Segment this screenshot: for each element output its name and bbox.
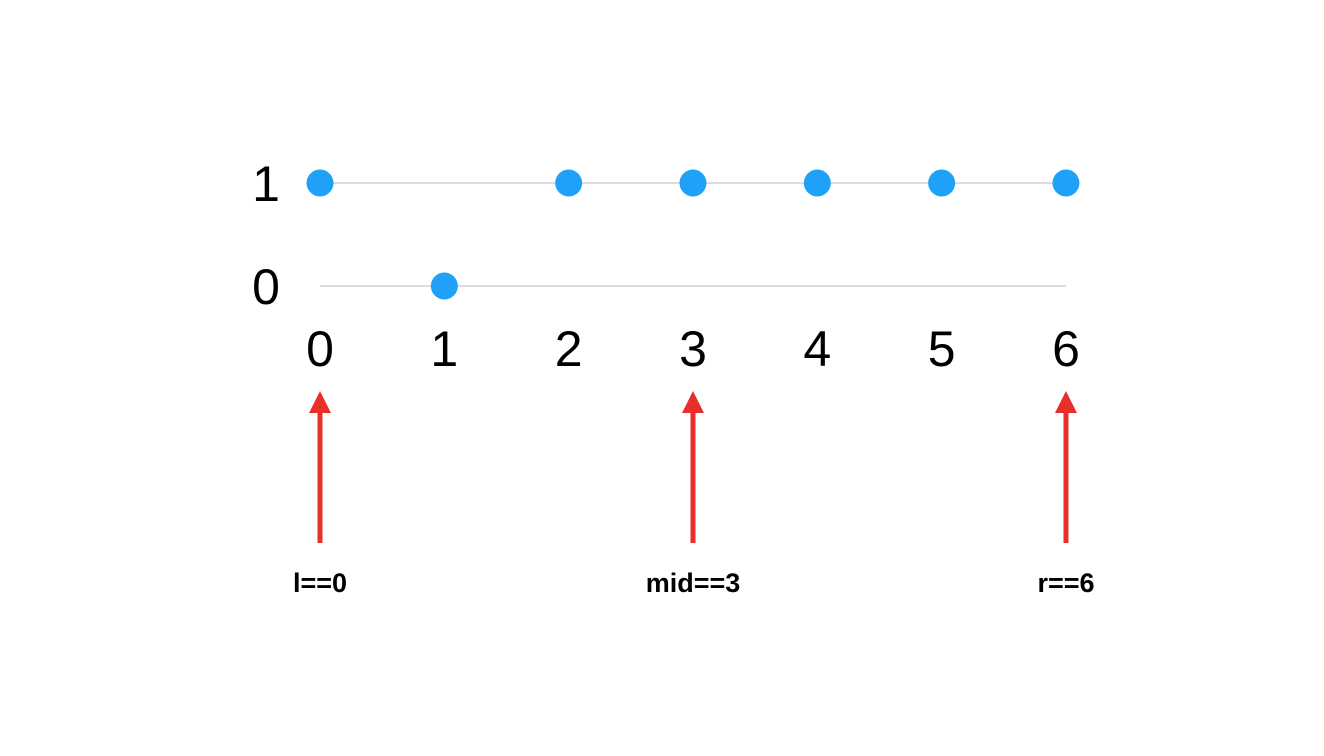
pointer-0: l==0 (293, 391, 347, 598)
index-tick-4: 4 (803, 321, 831, 377)
row-labels: 01 (252, 156, 280, 315)
index-tick-1: 1 (430, 321, 458, 377)
data-point-6 (1052, 169, 1080, 197)
row-label-1: 1 (252, 156, 280, 212)
up-arrow-icon (1054, 391, 1077, 413)
index-tick-2: 2 (555, 321, 583, 377)
pointer-3: mid==3 (646, 391, 741, 598)
pointer-label: r==6 (1037, 568, 1094, 598)
up-arrow-icon (681, 391, 704, 413)
up-arrow-icon (309, 391, 331, 413)
pointer-6: r==6 (1037, 391, 1095, 598)
data-point-1 (430, 272, 458, 300)
index-tick-0: 0 (306, 321, 334, 377)
pointer-label: l==0 (293, 568, 347, 598)
data-point-0 (306, 169, 334, 197)
data-point-2 (555, 169, 583, 197)
row-guide-lines (320, 182, 1066, 287)
index-tick-3: 3 (679, 321, 707, 377)
index-tick-labels: 0 1 2 3 4 5 6 (306, 321, 1080, 377)
index-tick-6: 6 (1052, 321, 1080, 377)
row-label-0: 0 (252, 259, 280, 315)
pointer-arrows: l==0 mid==3 r==6 (293, 391, 1095, 598)
pointer-label: mid==3 (646, 568, 741, 598)
data-point-5 (928, 169, 956, 197)
index-tick-5: 5 (928, 321, 956, 377)
data-points (306, 169, 1080, 300)
data-point-3 (679, 169, 707, 197)
data-point-4 (803, 169, 831, 197)
